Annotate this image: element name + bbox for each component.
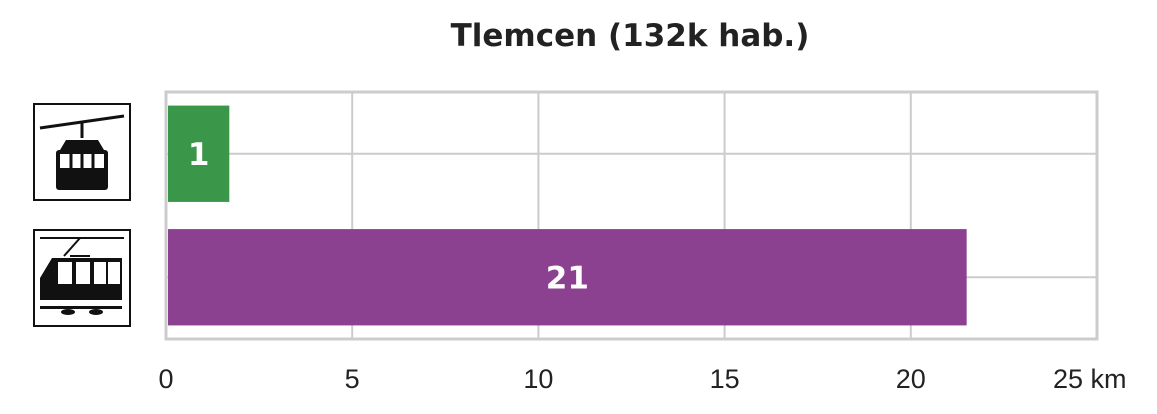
x-axis-ticks: 0 5 10 15 20 25 km bbox=[158, 364, 1126, 394]
bars: 1 21 bbox=[168, 105, 967, 326]
bar-value-label-cable-car: 1 bbox=[188, 137, 210, 173]
x-tick-label: 25 km bbox=[1053, 364, 1127, 394]
x-tick-label: 5 bbox=[345, 364, 360, 394]
plot-frame bbox=[164, 90, 1099, 341]
bar-tram bbox=[168, 229, 967, 326]
bar-cable-car bbox=[168, 105, 230, 202]
x-tick-label: 15 bbox=[710, 364, 740, 394]
tram-icon bbox=[33, 229, 131, 327]
x-tick-label: 20 bbox=[896, 364, 926, 394]
bar-value-label-tram: 21 bbox=[546, 260, 589, 296]
x-tick-label: 0 bbox=[158, 364, 173, 394]
cable-car-icon bbox=[33, 103, 131, 201]
chart-title: Tlemcen (132k hab.) bbox=[450, 18, 810, 54]
x-tick-label: 10 bbox=[523, 364, 553, 394]
